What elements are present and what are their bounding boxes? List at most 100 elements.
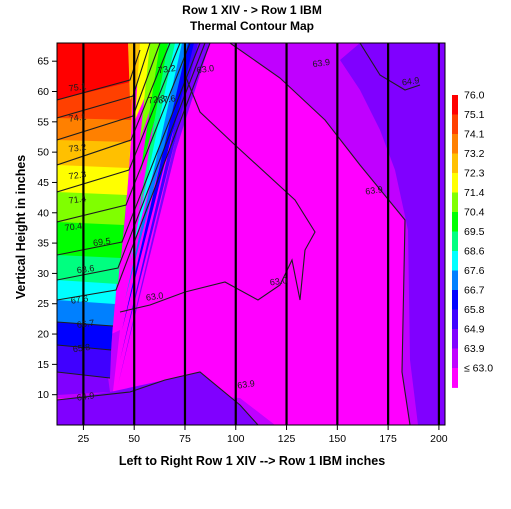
contour-label: 68.6 — [76, 263, 95, 275]
contour-label: 67.6 — [70, 293, 89, 305]
x-tick-label: 200 — [430, 433, 448, 445]
y-tick-label: 65 — [37, 56, 49, 68]
contour-line — [57, 49, 141, 101]
contour-band — [57, 372, 258, 425]
contour-label: 63.9 — [312, 57, 331, 69]
y-tick-label: 55 — [37, 116, 49, 128]
legend-label: 65.8 — [464, 304, 485, 316]
x-tick-label: 100 — [227, 433, 245, 445]
contour-label: 71.4 — [68, 193, 87, 205]
contour-band — [57, 80, 132, 120]
legend-swatch — [452, 173, 458, 193]
contour-line — [57, 43, 191, 223]
contour-band — [170, 43, 445, 425]
contour-label: 73.2 — [68, 142, 87, 154]
y-axis: 10 15 20 25 30 35 40 45 50 55 60 65 — [37, 56, 57, 401]
contour-label: 67.6 — [157, 93, 176, 105]
contour-label: 64.9 — [401, 75, 420, 87]
legend-label: ≤ 63.0 — [464, 363, 493, 375]
legend-swatch — [452, 95, 458, 115]
x-tick-label: 125 — [278, 433, 296, 445]
legend-swatch — [452, 348, 458, 369]
y-tick-label: 50 — [37, 147, 49, 159]
y-tick-label: 30 — [37, 268, 49, 280]
legend-swatch — [452, 114, 458, 135]
contour-label: 70.4 — [64, 221, 83, 233]
chart-title: Row 1 XIV - > Row 1 IBM — [182, 3, 322, 17]
y-axis-title: Vertical Height in inches — [14, 155, 28, 300]
contour-line — [57, 43, 211, 301]
contour-label: 72.3 — [68, 169, 87, 181]
x-tick-label: 175 — [379, 433, 397, 445]
contour-line — [57, 43, 181, 193]
contour-label: 75.1 — [68, 81, 87, 93]
contour-label: 64.9 — [76, 390, 95, 402]
y-tick-label: 35 — [37, 238, 49, 250]
legend-swatch — [452, 212, 458, 232]
contour-line — [229, 43, 411, 425]
y-tick-label: 40 — [37, 207, 49, 219]
legend-swatch — [452, 368, 458, 388]
legend-label: 66.7 — [464, 285, 485, 297]
legend-label: 75.1 — [464, 109, 485, 121]
vertical-gridlines — [82, 43, 441, 425]
legend-label: 64.9 — [464, 324, 485, 336]
y-tick-label: 60 — [37, 86, 49, 98]
legend-swatch — [452, 290, 458, 310]
y-tick-label: 25 — [37, 298, 49, 310]
y-tick-label: 20 — [37, 329, 49, 341]
x-tick-label: 50 — [128, 433, 140, 445]
plot-area: 75.1 74.1 73.2 72.3 71.4 70.4 69.5 68.6 67.6 66.7… — [57, 43, 445, 425]
legend-label: 72.3 — [464, 168, 485, 180]
x-axis: 25 50 75 100 125 150 175 200 — [78, 425, 448, 445]
contour-label: 63.0 — [145, 290, 164, 302]
chart-subtitle: Thermal Contour Map — [190, 19, 314, 33]
legend-label: 69.5 — [464, 226, 485, 238]
x-axis-title: Left to Right Row 1 XIV --> Row 1 IBM in… — [119, 454, 385, 468]
color-legend: 76.0 75.1 74.1 73.2 72.3 71.4 70.4 69.5 68.6 67.6… — [452, 90, 493, 388]
legend-label: 63.9 — [464, 343, 485, 355]
legend-swatch — [452, 153, 458, 174]
legend-label: 76.0 — [464, 90, 485, 102]
plot-frame — [56, 42, 446, 426]
contour-label: 63.0 — [269, 275, 288, 287]
legend-swatch — [452, 270, 458, 291]
contour-label: 69.5 — [92, 236, 111, 248]
contour-line — [57, 371, 259, 425]
legend-swatch — [452, 309, 458, 330]
x-tick-label: 25 — [78, 433, 90, 445]
contour-lines — [57, 43, 421, 425]
legend-label: 68.6 — [464, 246, 485, 258]
x-tick-label: 150 — [329, 433, 347, 445]
legend-swatch — [452, 192, 458, 213]
contour-line — [57, 43, 171, 166]
contour-label: 74.1 — [68, 111, 87, 123]
contour-line — [57, 43, 206, 281]
contour-label: 63.0 — [196, 63, 215, 75]
y-tick-label: 10 — [37, 389, 49, 401]
contour-label: 72.3 — [147, 93, 166, 105]
legend-label: 71.4 — [464, 187, 485, 199]
contour-labels: 75.1 74.1 73.2 72.3 71.4 70.4 69.5 68.6 67.6 66.7… — [64, 57, 420, 403]
x-tick-label: 75 — [179, 433, 191, 445]
legend-swatch — [452, 134, 458, 154]
contour-line — [57, 321, 114, 327]
y-tick-label: 45 — [37, 177, 49, 189]
legend-swatch — [452, 251, 458, 271]
contour-band — [57, 43, 130, 100]
contour-label: 65.8 — [72, 342, 91, 354]
contour-bands — [57, 43, 445, 425]
y-tick-label: 15 — [37, 359, 49, 371]
contour-band — [340, 43, 445, 425]
contour-line — [57, 43, 201, 256]
contour-line — [359, 43, 421, 91]
legend-label: 67.6 — [464, 265, 485, 277]
legend-swatch — [452, 329, 458, 349]
legend-label: 73.2 — [464, 148, 485, 160]
contour-label: 73.2 — [157, 63, 176, 75]
contour-line — [119, 74, 316, 313]
contour-label: 66.7 — [76, 318, 95, 330]
legend-label: 70.4 — [464, 207, 485, 219]
contour-label: 63.9 — [365, 184, 384, 196]
